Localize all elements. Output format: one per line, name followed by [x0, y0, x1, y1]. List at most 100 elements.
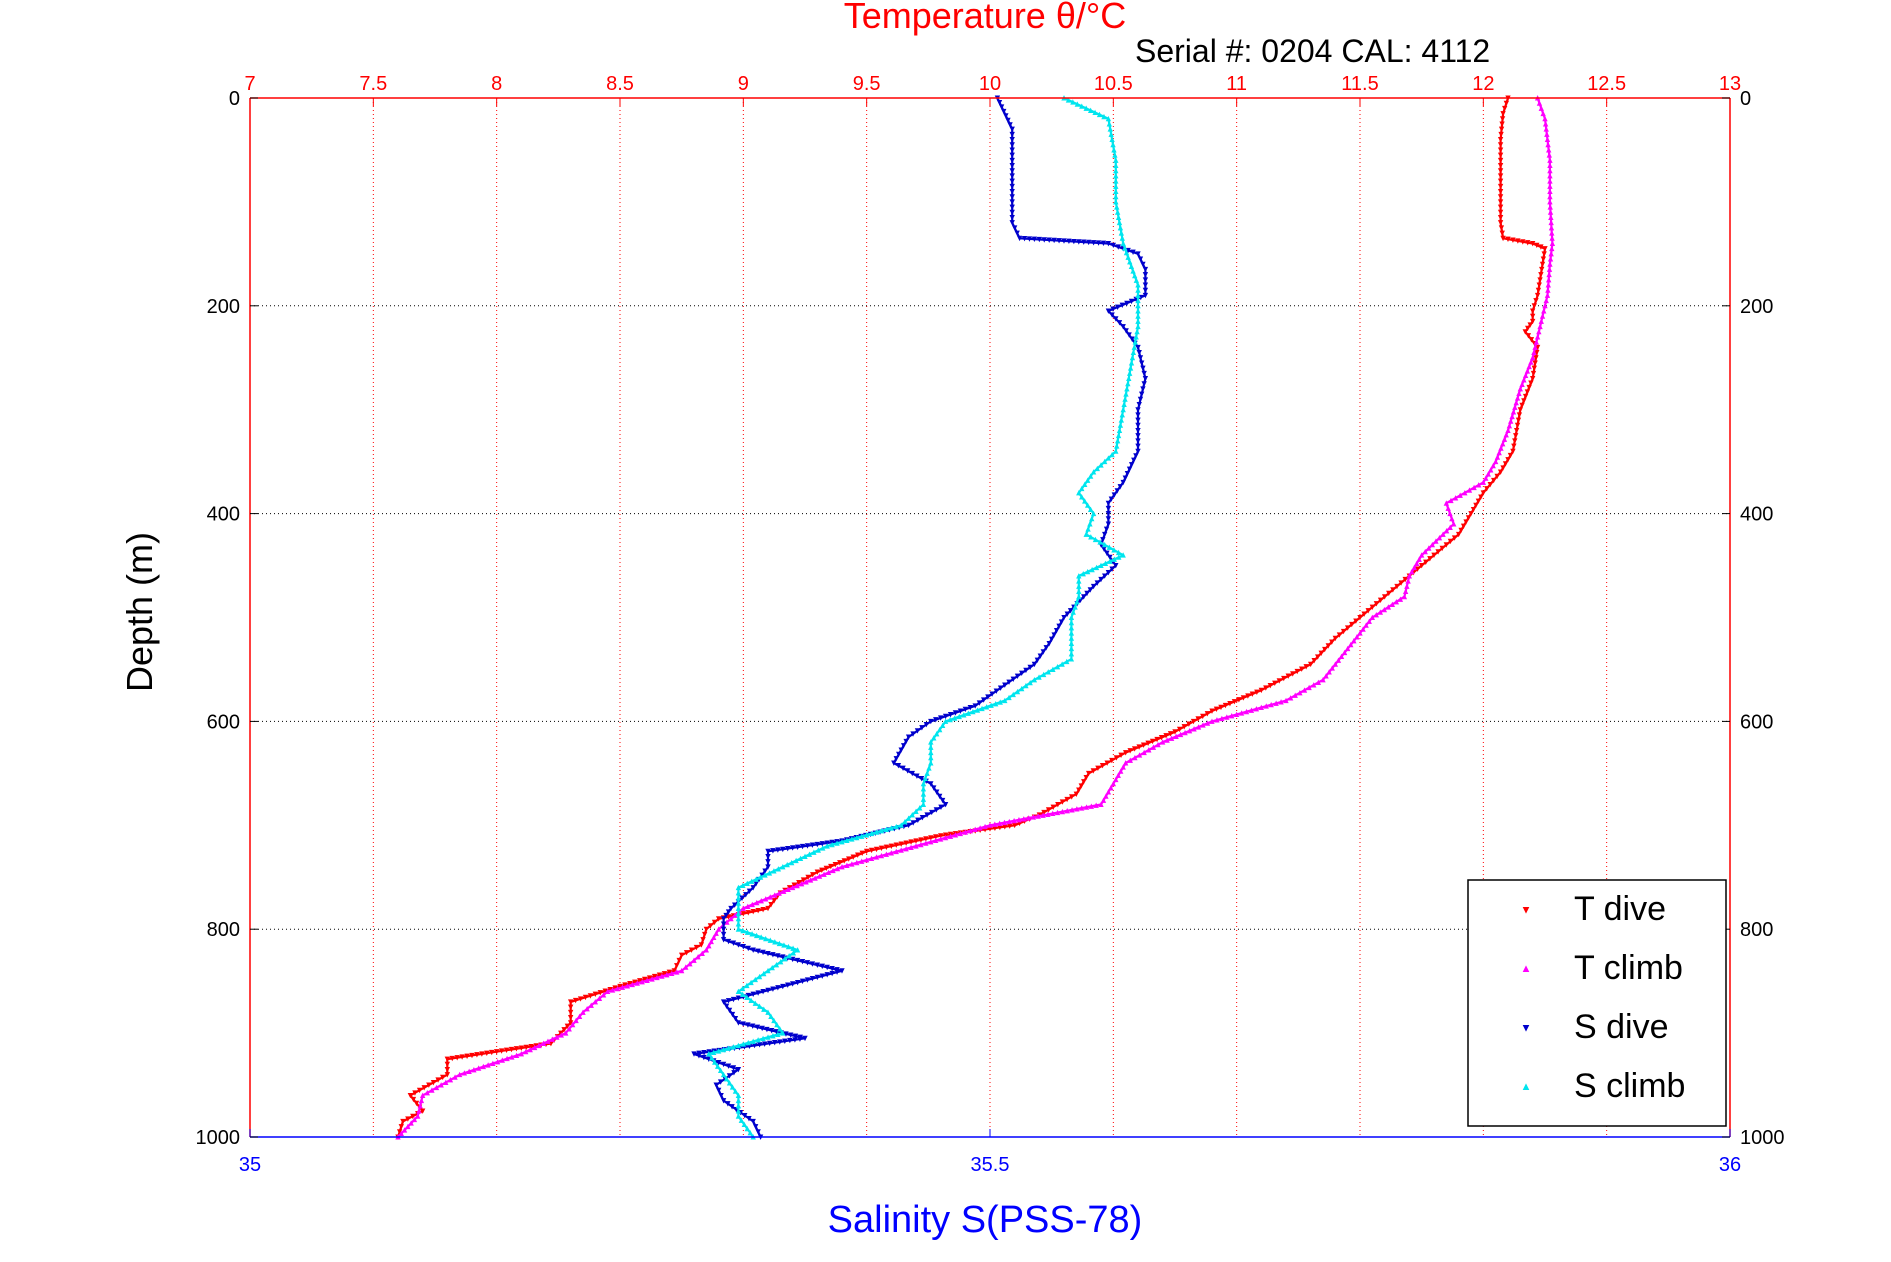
data-point: [824, 843, 830, 849]
data-point: [1373, 612, 1380, 618]
data-point: [952, 715, 958, 721]
data-point: [1090, 768, 1096, 774]
data-point: [1440, 531, 1446, 537]
data-point: [494, 1058, 501, 1065]
data-point: [1349, 621, 1355, 628]
data-point: [418, 1097, 425, 1104]
data-point: [456, 1071, 463, 1078]
data-point: [819, 867, 825, 874]
data-point: [1056, 623, 1062, 630]
data-point: [918, 776, 925, 782]
data-point: [706, 1051, 712, 1057]
data-point: [797, 1036, 803, 1042]
data-point: [1497, 147, 1504, 153]
data-point: [1525, 325, 1531, 332]
data-point: [965, 710, 972, 716]
data-point: [780, 863, 786, 870]
data-point: [735, 988, 742, 995]
data-point: [1547, 256, 1554, 262]
data-point: [717, 1079, 724, 1085]
data-point: [1377, 597, 1384, 604]
top-tick-label: 11.5: [1341, 73, 1378, 95]
data-point: [1085, 770, 1092, 777]
data-point: [1535, 287, 1542, 294]
data-point: [777, 1026, 783, 1032]
data-point: [1145, 740, 1151, 746]
data-point: [1135, 344, 1141, 351]
data-point: [770, 1032, 776, 1039]
data-point: [1494, 454, 1501, 460]
data-point: [1119, 235, 1125, 241]
data-point: [1134, 328, 1140, 335]
data-point: [809, 961, 816, 967]
data-point: [745, 945, 751, 952]
data-point: [1303, 664, 1309, 670]
data-point: [1487, 482, 1493, 488]
data-point: [1542, 302, 1548, 309]
data-point: [1129, 336, 1135, 342]
data-point: [596, 995, 603, 1001]
data-point: [766, 1040, 773, 1047]
data-point: [735, 1066, 742, 1073]
data-point: [1224, 714, 1230, 720]
data-point: [974, 707, 981, 713]
data-point: [1064, 796, 1070, 803]
data-point: [1497, 168, 1504, 174]
data-point: [1278, 699, 1284, 705]
data-point: [1531, 349, 1537, 356]
data-point: [1083, 531, 1089, 537]
data-point: [992, 821, 998, 827]
data-point: [780, 1030, 786, 1036]
data-point: [416, 1087, 423, 1094]
data-point: [788, 1032, 794, 1038]
data-point: [993, 688, 1000, 694]
data-point: [729, 1104, 735, 1110]
data-point: [619, 984, 626, 990]
data-point: [1517, 407, 1524, 413]
data-point: [1112, 152, 1118, 158]
data-point: [764, 1026, 770, 1033]
data-point: [980, 697, 987, 703]
data-point: [691, 957, 697, 963]
data-point: [741, 1121, 748, 1128]
data-point: [1360, 626, 1366, 632]
data-point: [1036, 236, 1043, 243]
data-point: [763, 896, 769, 902]
left-tick-label: 800: [207, 919, 240, 941]
data-point: [1087, 521, 1093, 527]
data-point: [1268, 701, 1274, 708]
data-point: [1076, 489, 1082, 496]
data-point: [1276, 678, 1282, 684]
data-point: [794, 947, 801, 953]
data-point: [1528, 337, 1535, 343]
data-point: [854, 859, 860, 866]
data-point: [883, 844, 890, 850]
data-point: [1082, 498, 1088, 504]
data-point: [1040, 671, 1047, 678]
data-point: [1051, 237, 1057, 244]
data-point: [786, 953, 792, 959]
data-point: [1104, 760, 1110, 766]
data-point: [837, 860, 843, 866]
data-point: [674, 969, 680, 975]
data-point: [1109, 312, 1115, 318]
data-point: [1142, 376, 1149, 382]
data-point: [1089, 566, 1095, 573]
data-point: [1475, 498, 1482, 505]
data-point: [398, 1124, 404, 1130]
data-point: [735, 884, 742, 891]
data-point: [873, 829, 880, 835]
data-point: [747, 1129, 753, 1136]
data-point: [1542, 115, 1548, 122]
data-point: [844, 837, 850, 844]
data-point: [735, 1042, 742, 1049]
data-point: [1079, 805, 1085, 811]
data-point: [1135, 433, 1141, 439]
data-point: [1120, 406, 1126, 413]
data-point: [998, 104, 1005, 110]
data-point: [1209, 718, 1215, 724]
data-point: [758, 934, 764, 940]
data-point: [410, 1113, 416, 1120]
data-point: [780, 846, 786, 853]
data-point: [1529, 240, 1536, 247]
